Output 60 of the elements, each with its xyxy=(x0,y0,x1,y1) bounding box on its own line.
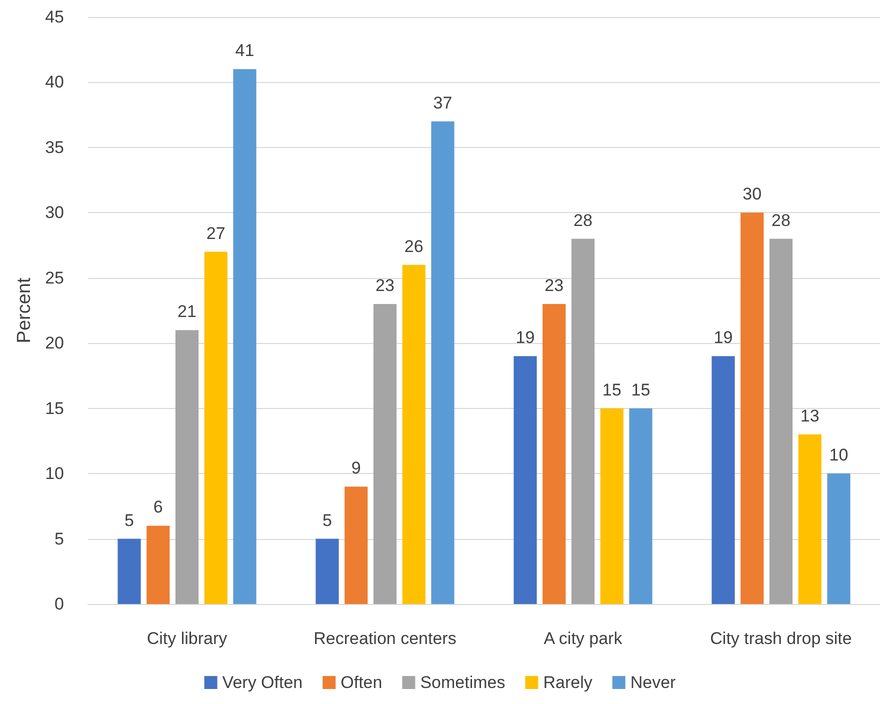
data-label: 37 xyxy=(433,93,452,112)
data-label: 23 xyxy=(544,276,564,295)
data-label: 6 xyxy=(153,498,163,517)
y-tick-label: 40 xyxy=(45,72,64,92)
bar xyxy=(402,264,426,604)
bar xyxy=(571,238,595,604)
x-tick-label: Recreation centers xyxy=(314,629,456,648)
legend-label: Rarely xyxy=(543,673,593,692)
bar xyxy=(344,486,368,604)
bar xyxy=(827,474,850,604)
bar xyxy=(600,408,624,604)
bar xyxy=(712,356,735,604)
bar xyxy=(431,121,454,604)
data-label: 15 xyxy=(602,380,622,400)
y-tick-label: 5 xyxy=(54,529,64,548)
data-label: 9 xyxy=(351,458,361,478)
data-label: 41 xyxy=(235,41,254,60)
y-tick-label: 10 xyxy=(45,464,64,484)
data-label: 5 xyxy=(322,510,332,530)
x-tick-label: City library xyxy=(146,629,228,648)
data-label: 10 xyxy=(829,446,848,465)
data-label: 19 xyxy=(516,328,535,348)
legend-label: Very Often xyxy=(222,673,303,692)
y-tick-label: 0 xyxy=(54,594,64,614)
x-tick-label: City trash drop site xyxy=(710,629,852,648)
bar xyxy=(769,238,793,604)
data-label: 19 xyxy=(714,328,733,348)
y-tick-label: 15 xyxy=(45,398,64,418)
data-label: 27 xyxy=(206,224,226,243)
bar xyxy=(233,69,256,604)
legend-label: Sometimes xyxy=(420,673,506,692)
y-tick-label: 20 xyxy=(45,334,64,353)
bar xyxy=(798,434,822,604)
y-tick-label: 30 xyxy=(45,203,64,222)
bar xyxy=(514,356,537,604)
y-tick-label: 25 xyxy=(45,268,64,288)
data-label: 13 xyxy=(800,406,820,426)
legend-label: Often xyxy=(340,673,382,692)
bar xyxy=(118,538,141,604)
legend-label: Never xyxy=(630,673,676,692)
bar xyxy=(146,526,170,604)
bar xyxy=(204,252,228,604)
data-label: 23 xyxy=(376,276,394,295)
data-label: 15 xyxy=(631,380,650,400)
bar xyxy=(316,538,339,604)
data-label: 26 xyxy=(404,236,424,256)
y-tick-label: 35 xyxy=(45,138,64,157)
data-label: 21 xyxy=(178,302,196,322)
x-tick-label: A city park xyxy=(544,629,623,648)
bar xyxy=(629,408,652,604)
data-label: 5 xyxy=(124,510,134,530)
bar xyxy=(373,304,397,604)
data-label: 28 xyxy=(574,210,592,230)
bar xyxy=(542,304,566,604)
data-label: 30 xyxy=(742,184,762,204)
bar xyxy=(175,330,199,604)
bar xyxy=(740,212,764,604)
y-axis-title: Percent xyxy=(14,277,36,344)
data-label: 28 xyxy=(772,210,790,230)
y-tick-label: 45 xyxy=(45,8,64,26)
